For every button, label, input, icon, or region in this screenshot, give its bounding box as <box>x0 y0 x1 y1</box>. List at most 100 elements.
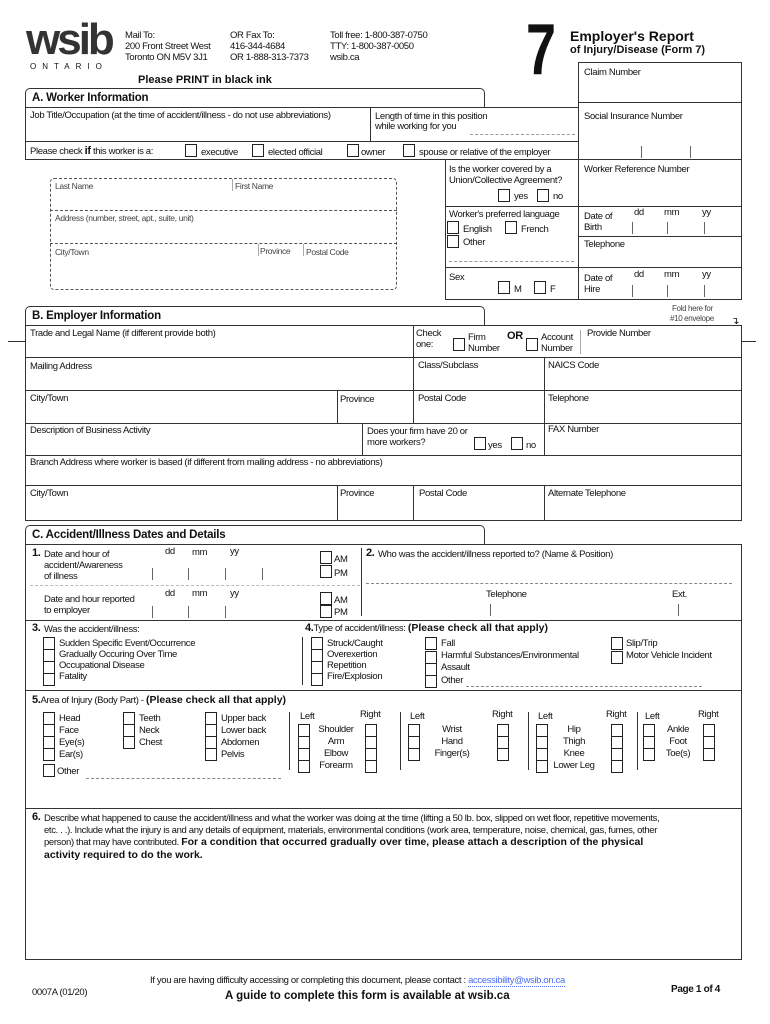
fire-explosion-checkbox[interactable] <box>311 673 323 686</box>
fax-1: OR Fax To: <box>230 30 275 41</box>
employer-city-field[interactable]: City/Town <box>30 393 69 404</box>
reported-mm[interactable]: mm <box>192 588 208 599</box>
twenty-yes-checkbox[interactable] <box>474 437 486 450</box>
description-field[interactable] <box>30 864 737 956</box>
naics-code-field[interactable]: NAICS Code <box>548 360 599 371</box>
right-toe-s-checkbox[interactable] <box>703 748 715 761</box>
business-activity-field[interactable]: Description of Business Activity <box>30 425 151 436</box>
reported-am-checkbox[interactable] <box>320 592 332 605</box>
print-note: Please PRINT in black ink <box>138 74 272 86</box>
address-field[interactable]: Address (number, street, apt., suite, un… <box>55 213 194 223</box>
form-code: 0007A (01/20) <box>32 987 88 998</box>
other-body-part-field[interactable] <box>86 778 281 779</box>
branch-postal-field[interactable]: Postal Code <box>419 488 467 499</box>
fatality-checkbox[interactable] <box>43 673 55 686</box>
sex-f-checkbox[interactable] <box>534 281 546 294</box>
motor-vehicle-checkbox[interactable] <box>611 651 623 664</box>
province-field[interactable]: Province <box>260 246 291 256</box>
other-type-field[interactable] <box>466 686 702 687</box>
fall-label: Fall <box>441 638 455 649</box>
section-c-box <box>25 544 742 960</box>
fall-checkbox[interactable] <box>425 637 437 650</box>
accident-yy[interactable]: yy <box>230 546 239 557</box>
postal-code-field[interactable]: Postal Code <box>306 247 349 257</box>
pelvis-checkbox[interactable] <box>205 748 217 761</box>
dob-dd[interactable]: dd <box>634 207 644 218</box>
branch-address-field[interactable]: Branch Address where worker is based (if… <box>30 457 383 468</box>
left-finger-s-checkbox[interactable] <box>408 748 420 761</box>
dob-mm[interactable]: mm <box>664 207 680 218</box>
left-lower-leg-checkbox[interactable] <box>536 760 548 773</box>
accident-am-checkbox[interactable] <box>320 551 332 564</box>
trade-name-field[interactable]: Trade and Legal Name (if different provi… <box>30 328 216 339</box>
alternate-telephone-field[interactable]: Alternate Telephone <box>548 488 626 499</box>
hire-mm[interactable]: mm <box>664 269 680 280</box>
french-checkbox[interactable] <box>505 221 517 234</box>
union-yes-checkbox[interactable] <box>498 189 510 202</box>
hire-yy[interactable]: yy <box>702 269 711 280</box>
fax-number-field[interactable]: FAX Number <box>548 424 599 435</box>
reported-yy[interactable]: yy <box>230 588 239 599</box>
provide-number-field[interactable]: Provide Number <box>587 328 651 339</box>
union-no-checkbox[interactable] <box>537 189 549 202</box>
accident-pm-checkbox[interactable] <box>320 565 332 578</box>
dob-yy[interactable]: yy <box>702 207 711 218</box>
accident-mm[interactable]: mm <box>192 547 208 558</box>
slip-trip-checkbox[interactable] <box>611 637 623 650</box>
foot-label: Foot <box>669 736 687 747</box>
other-language-checkbox[interactable] <box>447 235 459 248</box>
left-toe-s-checkbox[interactable] <box>643 748 655 761</box>
elected-official-checkbox[interactable] <box>252 144 264 157</box>
twenty-no-checkbox[interactable] <box>511 437 523 450</box>
q6-text-3: person) that may have contributed. For a… <box>44 836 644 849</box>
right-lower-leg-checkbox[interactable] <box>611 760 623 773</box>
last-name-field[interactable]: Last Name <box>55 181 93 191</box>
first-name-field[interactable]: First Name <box>235 181 274 191</box>
branch-city-field[interactable]: City/Town <box>30 488 69 499</box>
q5_leg-left-label: Left <box>538 711 553 722</box>
worker-telephone-field[interactable]: Telephone <box>584 239 625 250</box>
chest-checkbox[interactable] <box>123 736 135 749</box>
reported-telephone-field[interactable] <box>490 604 491 616</box>
other-language-field[interactable] <box>449 261 574 262</box>
reported-dd[interactable]: dd <box>165 588 175 599</box>
executive-checkbox[interactable] <box>185 144 197 157</box>
right-forearm-checkbox[interactable] <box>365 760 377 773</box>
branch-province-field[interactable]: Province <box>340 488 375 499</box>
employer-province-field[interactable]: Province <box>340 394 375 405</box>
assault-label: Assault <box>441 662 470 673</box>
length-time-field[interactable] <box>470 134 575 135</box>
sex-m-checkbox[interactable] <box>498 281 510 294</box>
accident-dd[interactable]: dd <box>165 546 175 557</box>
teeth-label: Teeth <box>139 713 161 724</box>
employer-telephone-field[interactable]: Telephone <box>548 393 589 404</box>
english-checkbox[interactable] <box>447 221 459 234</box>
mailing-address-field[interactable]: Mailing Address <box>30 361 92 372</box>
owner-checkbox[interactable] <box>347 144 359 157</box>
accessibility-email-link[interactable]: accessibility@wsib.on.ca <box>468 975 565 987</box>
class-subclass-field[interactable]: Class/Subclass <box>418 360 479 371</box>
fax-3: OR 1-888-313-7373 <box>230 52 309 63</box>
or-label: OR <box>507 330 523 342</box>
union-label-1: Is the worker covered by a <box>449 164 552 175</box>
worker-reference-field[interactable]: Worker Reference Number <box>584 164 690 175</box>
left-forearm-checkbox[interactable] <box>298 760 310 773</box>
ear-s-checkbox[interactable] <box>43 748 55 761</box>
city-field[interactable]: City/Town <box>55 247 89 257</box>
other-type-checkbox[interactable] <box>425 675 437 688</box>
thigh-label: Thigh <box>562 736 585 747</box>
spouse-checkbox[interactable] <box>403 144 415 157</box>
reported-to-field[interactable] <box>366 583 732 584</box>
employer-postal-field[interactable]: Postal Code <box>418 393 466 404</box>
right-finger-s-checkbox[interactable] <box>497 748 509 761</box>
account-number-checkbox[interactable] <box>526 338 538 351</box>
form-subtitle: of Injury/Disease (Form 7) <box>570 44 706 56</box>
form-title: Employer's Report <box>570 28 694 44</box>
reported-pm-checkbox[interactable] <box>320 605 332 618</box>
ankle-label: Ankle <box>666 724 689 735</box>
hire-dd[interactable]: dd <box>634 269 644 280</box>
q6-text-4: activity required to do the work. <box>44 849 203 861</box>
firm-number-checkbox[interactable] <box>453 338 465 351</box>
job-title-field[interactable]: Job Title/Occupation (at the time of acc… <box>30 110 331 121</box>
other-body-part-checkbox[interactable] <box>43 764 55 777</box>
